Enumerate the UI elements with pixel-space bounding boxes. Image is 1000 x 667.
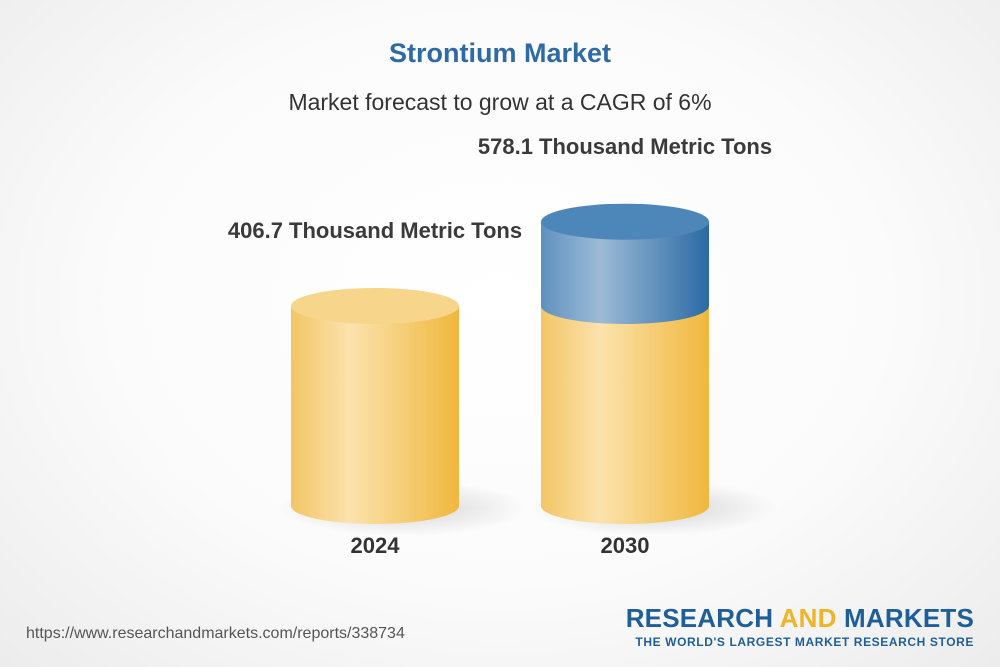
source-url: https://www.researchandmarkets.com/repor…	[26, 625, 405, 642]
logo-word-and: AND	[779, 603, 837, 633]
logo-wordmark: RESEARCH AND MARKETS	[626, 603, 974, 633]
bar-2024-base-body	[291, 306, 459, 524]
bar-2030-growth-body	[541, 221, 709, 324]
bar-2024-top	[291, 288, 459, 324]
logo-word-research: RESEARCH	[625, 603, 774, 633]
bar-2030-base-body	[541, 306, 709, 524]
brand-logo: RESEARCH AND MARKETS THE WORLD'S LARGEST…	[626, 603, 974, 649]
value-label-2024: 406.7 Thousand Metric Tons	[227, 218, 523, 243]
logo-tagline: THE WORLD'S LARGEST MARKET RESEARCH STOR…	[635, 635, 974, 649]
category-label-2024: 2024	[350, 533, 400, 558]
bar-2030-top	[541, 203, 709, 240]
chart-subtitle: Market forecast to grow at a CAGR of 6%	[288, 89, 712, 115]
chart-title: Strontium Market	[388, 38, 612, 68]
logo-word-markets: MARKETS	[844, 603, 974, 633]
value-label-2030: 578.1 Thousand Metric Tons	[477, 133, 773, 159]
category-label-2030: 2030	[600, 533, 650, 558]
